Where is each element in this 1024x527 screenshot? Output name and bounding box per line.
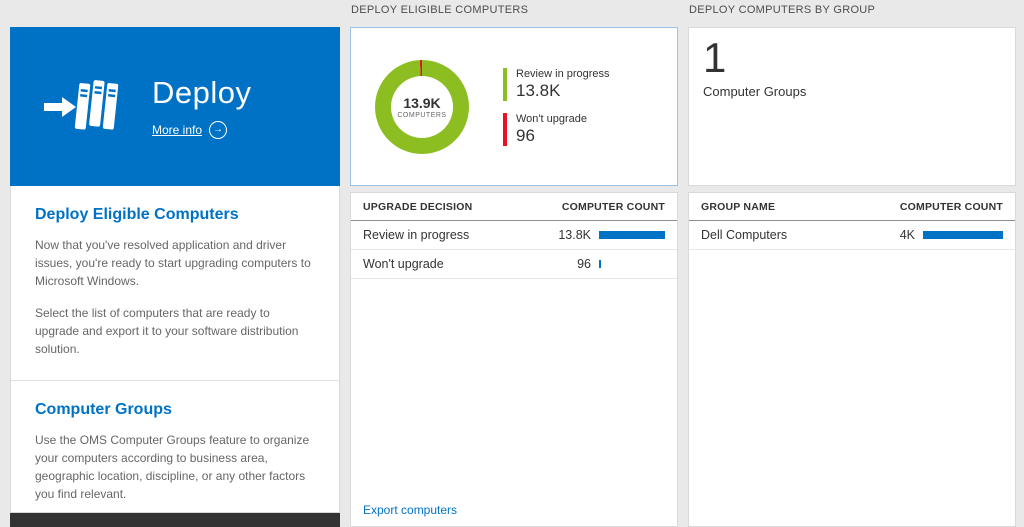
row-bar bbox=[923, 231, 1003, 239]
groups-count: 1 bbox=[703, 34, 727, 81]
donut-center-label: COMPUTERS bbox=[397, 111, 447, 119]
legend-item-review-in-progress: Review in progress 13.8K bbox=[503, 67, 610, 101]
export-computers-link[interactable]: Export computers bbox=[363, 503, 458, 517]
legend-item-wont-upgrade: Won't upgrade 96 bbox=[503, 112, 610, 146]
row-bar-fill bbox=[923, 231, 1003, 239]
more-info-arrow-icon[interactable]: → bbox=[209, 120, 228, 139]
row-bar bbox=[599, 231, 665, 239]
computer-groups-section: Computer Groups Use the OMS Computer Gro… bbox=[11, 380, 339, 525]
row-value: 96 bbox=[577, 257, 591, 271]
deploy-tile[interactable]: Deploy More info → bbox=[10, 27, 340, 186]
row-bar-fill bbox=[599, 231, 665, 239]
legend-label: Review in progress bbox=[516, 67, 610, 80]
row-value: 13.8K bbox=[558, 228, 591, 242]
row-value: 4K bbox=[899, 228, 915, 242]
column-header-eligible: DEPLOY ELIGIBLE COMPUTERS bbox=[351, 4, 529, 16]
deploy-icon bbox=[44, 79, 119, 130]
row-label: Dell Computers bbox=[701, 228, 788, 242]
table-row[interactable]: Review in progress 13.8K bbox=[351, 221, 677, 250]
deploy-eligible-paragraph-2: Select the list of computers that are re… bbox=[35, 306, 299, 356]
deploy-eligible-section: Deploy Eligible Computers Now that you'v… bbox=[11, 186, 339, 380]
eligible-summary-tile[interactable]: 13.9K COMPUTERS Review in progress 13.8K… bbox=[350, 27, 678, 186]
donut-chart: 13.9K COMPUTERS bbox=[375, 59, 469, 154]
row-label: Review in progress bbox=[363, 228, 470, 242]
row-label: Won't upgrade bbox=[363, 257, 444, 271]
donut-center: 13.9K COMPUTERS bbox=[391, 75, 453, 138]
legend-value: 13.8K bbox=[516, 80, 561, 100]
column-header-computer-count: COMPUTER COUNT bbox=[899, 201, 1003, 213]
donut-center-value: 13.9K bbox=[403, 94, 441, 111]
legend-label: Won't upgrade bbox=[516, 112, 588, 125]
row-bar bbox=[599, 260, 665, 268]
table-header: UPGRADE DECISION COMPUTER COUNT bbox=[351, 193, 677, 221]
deploy-eligible-heading: Deploy Eligible Computers bbox=[35, 206, 239, 223]
deploy-title: Deploy bbox=[152, 74, 252, 110]
row-bar-fill bbox=[599, 260, 601, 268]
column-header-computer-count: COMPUTER COUNT bbox=[561, 201, 665, 213]
legend-value: 96 bbox=[516, 125, 535, 145]
left-info-panel: Deploy Eligible Computers Now that you'v… bbox=[10, 186, 340, 513]
more-info-link[interactable]: More info bbox=[152, 122, 203, 137]
computer-groups-paragraph: Use the OMS Computer Groups feature to o… bbox=[35, 433, 310, 501]
donut-legend: Review in progress 13.8K Won't upgrade 9… bbox=[503, 67, 610, 146]
groups-table-tile: GROUP NAME COMPUTER COUNT Dell Computers… bbox=[688, 192, 1016, 527]
table-header: GROUP NAME COMPUTER COUNT bbox=[689, 193, 1015, 221]
deploy-eligible-paragraph-1: Now that you've resolved application and… bbox=[35, 238, 311, 288]
column-header-groups: DEPLOY COMPUTERS BY GROUP bbox=[689, 4, 876, 16]
column-header-upgrade-decision: UPGRADE DECISION bbox=[363, 201, 473, 213]
groups-count-label: Computer Groups bbox=[703, 84, 807, 100]
groups-summary-tile[interactable]: 1 Computer Groups bbox=[688, 27, 1016, 186]
table-row[interactable]: Dell Computers 4K bbox=[689, 221, 1015, 250]
computer-groups-heading: Computer Groups bbox=[35, 401, 172, 418]
eligible-table-tile: UPGRADE DECISION COMPUTER COUNT Review i… bbox=[350, 192, 678, 527]
left-panel-footer bbox=[10, 513, 340, 527]
column-header-group-name: GROUP NAME bbox=[701, 201, 776, 213]
table-row[interactable]: Won't upgrade 96 bbox=[351, 250, 677, 279]
